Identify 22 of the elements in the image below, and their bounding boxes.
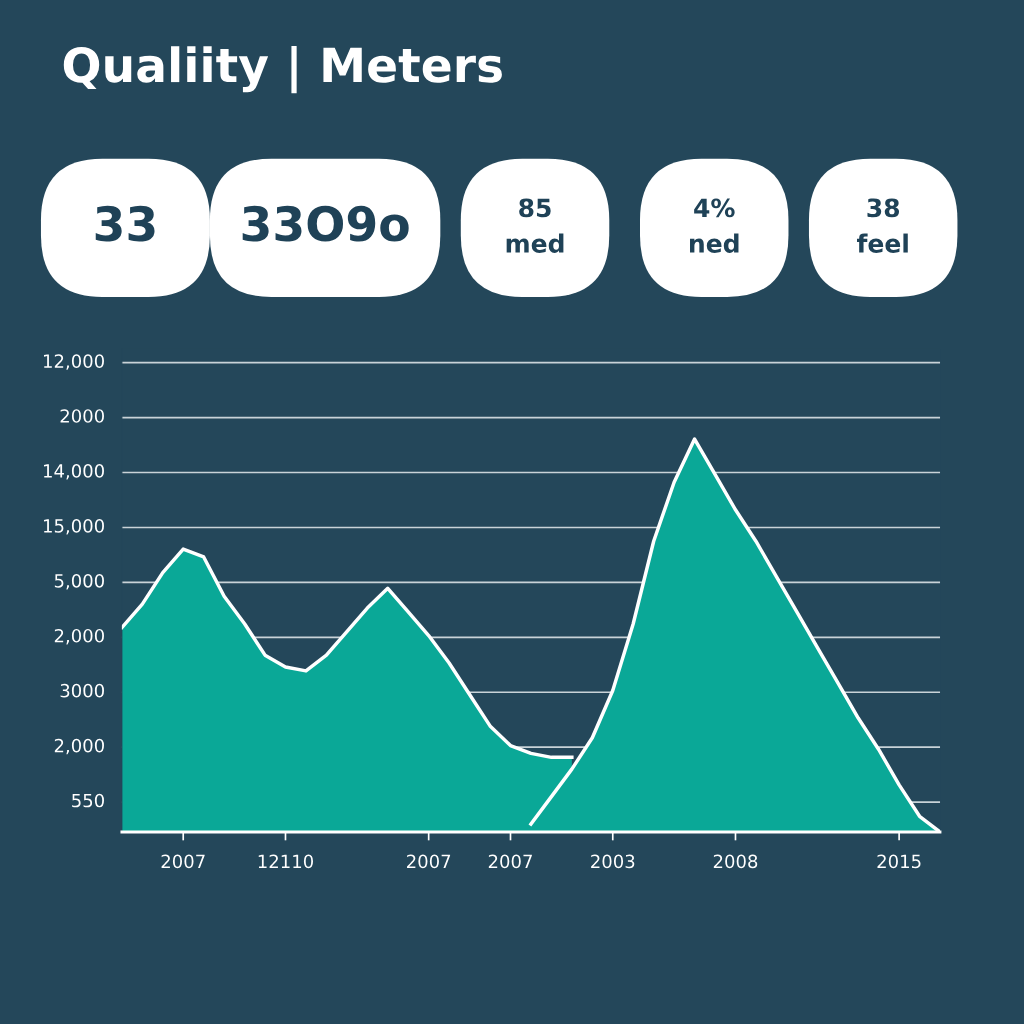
x-tick-label: 2003 <box>591 854 635 869</box>
chart-title: Qualiity | Meters <box>63 46 502 94</box>
x-tick-label: 2008 <box>713 854 758 869</box>
x-tick-label: 2015 <box>877 854 921 869</box>
text: 2000 <box>60 409 104 423</box>
text: 14,000 <box>44 464 104 480</box>
text: 550 <box>72 793 104 808</box>
text: 33 <box>95 205 155 242</box>
x-tick-label: 2007 <box>161 854 205 869</box>
text: 2,000 <box>54 628 104 645</box>
text: 5,000 <box>54 573 104 590</box>
text: 2,000 <box>54 738 104 755</box>
text: 4% ned <box>690 198 739 253</box>
text: 12,000 <box>44 354 104 370</box>
x-tick-label: 2007 <box>488 854 532 869</box>
text: 3000 <box>60 683 104 698</box>
x-tick-label: 2007 <box>407 854 451 869</box>
text: 38 feel <box>857 198 908 253</box>
text: 33O9o <box>242 205 409 242</box>
text: 85 med <box>506 198 564 253</box>
x-tick-label: 12110 <box>258 854 314 869</box>
text: 15,000 <box>44 519 104 535</box>
